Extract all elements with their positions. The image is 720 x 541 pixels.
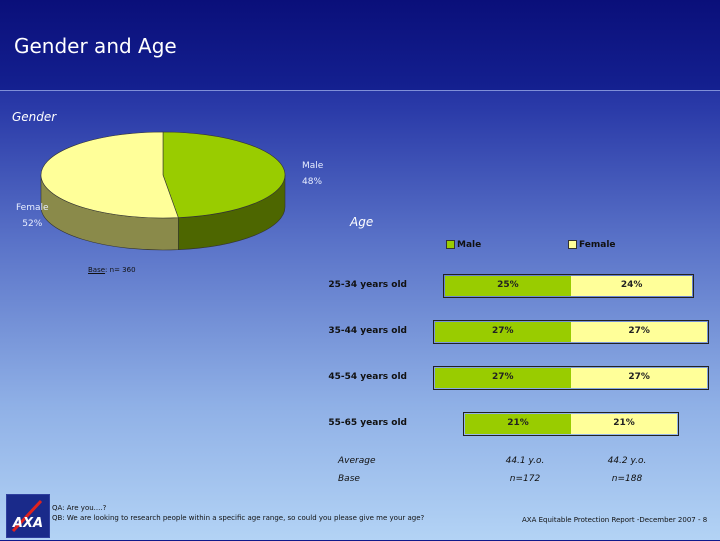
age-bar-frame (442, 274, 695, 298)
legend-female-text: Female (579, 240, 616, 250)
axa-logo-text: AXA (12, 516, 43, 531)
base-prefix: Base (88, 266, 106, 274)
age-bar-female (571, 368, 708, 388)
legend-male-text: Male (457, 240, 482, 250)
age-bar-male-label: 25% (497, 280, 519, 290)
pie-female-annotation: Female 52% (16, 200, 49, 232)
footer-report: AXA Equitable Protection Report -Decembe… (522, 516, 708, 524)
legend-male: Male (446, 240, 481, 250)
footer-qa: QA: Are you....? (52, 504, 107, 512)
age-bar-frame (432, 320, 710, 344)
page-title: Gender and Age (14, 34, 177, 58)
pie-female-label: Female (16, 203, 49, 213)
age-category-label: 55-65 years old (328, 418, 407, 428)
legend-female-swatch (568, 240, 577, 249)
average-female: 44.2 y.o. (607, 456, 647, 466)
base-suffix: : n= 360 (105, 266, 136, 274)
age-bar-male-label: 27% (492, 326, 514, 336)
pie-male-value: 48% (302, 177, 323, 187)
footer-qb: QB: We are looking to research people wi… (52, 514, 425, 522)
axa-logo-mark: AXA (11, 499, 43, 533)
age-category-label: 35-44 years old (328, 326, 407, 336)
age-bar-female-label: 24% (620, 280, 643, 290)
age-bar-female (571, 276, 693, 296)
gender-section-label: Gender (12, 110, 57, 124)
age-bar-female (571, 322, 708, 342)
pie-female-value: 52% (22, 219, 43, 229)
age-bar-male-label: 21% (507, 418, 529, 428)
age-bar-frame (432, 366, 710, 390)
age-bar-female-label: 21% (613, 418, 635, 428)
legend-male-swatch (446, 240, 455, 249)
axa-logo: AXA (6, 494, 50, 538)
age-bar-male (434, 322, 571, 342)
pie-slice-male (162, 131, 286, 218)
legend-female: Female (568, 240, 616, 250)
age-bar-female-label: 27% (628, 372, 650, 382)
age-bar-frame (462, 412, 680, 436)
age-bar-female-label: 27% (628, 326, 650, 336)
gender-base-note: Base: n= 360 (88, 266, 136, 274)
age-bar-male-label: 27% (492, 372, 514, 382)
age-bar-male (434, 368, 571, 388)
age-bar-male (444, 276, 571, 296)
title-bar (0, 0, 720, 91)
base-label: Base (338, 474, 360, 484)
pie-slice-female (40, 131, 179, 219)
age-section-label: Age (350, 215, 374, 229)
pie-male-annotation: Male 48% (302, 158, 323, 190)
pie-male-label: Male (302, 161, 324, 171)
age-category-label: 45-54 years old (328, 372, 407, 382)
average-label: Average (338, 456, 376, 466)
age-bar-female (571, 414, 678, 434)
gender-pie-chart (40, 131, 286, 251)
age-category-label: 25-34 years old (328, 280, 407, 290)
age-bar-male (464, 414, 571, 434)
average-male: 44.1 y.o. (505, 456, 545, 466)
base-male: n=172 (509, 474, 541, 484)
base-female: n=188 (611, 474, 643, 484)
